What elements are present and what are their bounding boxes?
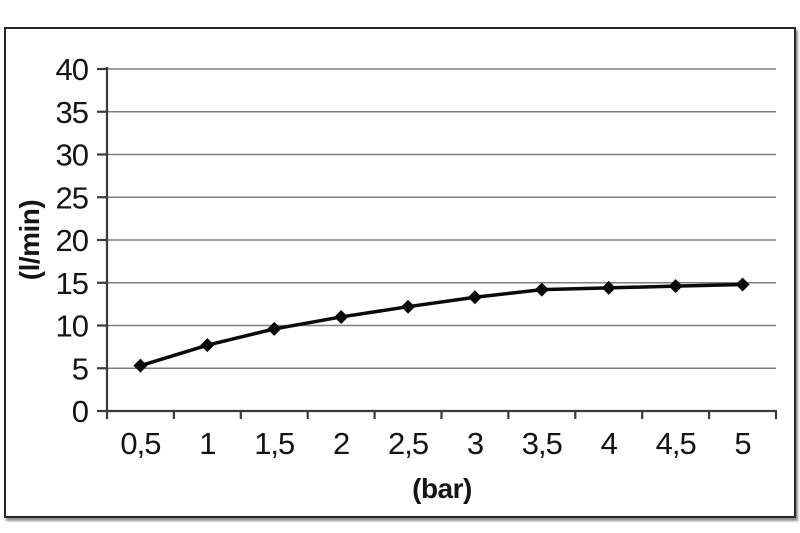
data-point-marker (334, 309, 349, 324)
y-tick-label: 20 (56, 223, 89, 258)
data-point-marker (467, 290, 482, 305)
x-tick-label: 1 (199, 426, 215, 461)
y-tick-label: 0 (72, 394, 89, 429)
x-tick-label: 2 (333, 426, 349, 461)
chart-border (4, 27, 796, 518)
y-tick-label: 5 (72, 351, 88, 386)
data-point-marker (267, 321, 282, 336)
y-tick-label: 30 (56, 138, 89, 173)
x-tick-label: 4 (601, 426, 618, 461)
data-point-marker (534, 282, 549, 297)
y-tick-label: 40 (56, 52, 89, 87)
flow-curve-line (139, 282, 743, 368)
data-point-marker (133, 358, 148, 373)
x-tick-label: 5 (734, 426, 750, 461)
x-tick-label: 3,5 (522, 426, 562, 461)
x-tick-label: 2,5 (388, 426, 428, 461)
data-point-marker (401, 299, 416, 314)
y-tick-label: 15 (56, 266, 88, 301)
y-tick-label: 10 (56, 309, 89, 344)
y-tick-label: 35 (56, 95, 88, 130)
y-tick-label: 25 (56, 180, 88, 215)
x-tick-label: 4,5 (656, 426, 696, 461)
x-axis-title: (bar) (412, 473, 472, 504)
data-point-marker (200, 338, 215, 353)
data-point-marker (601, 280, 616, 295)
x-tick-label: 1,5 (254, 426, 294, 461)
data-point-marker (735, 277, 750, 292)
x-tick-label: 0,5 (120, 426, 160, 461)
data-point-marker (668, 279, 683, 294)
y-axis-title: (l/min) (14, 199, 45, 281)
x-tick-label: 3 (467, 426, 483, 461)
